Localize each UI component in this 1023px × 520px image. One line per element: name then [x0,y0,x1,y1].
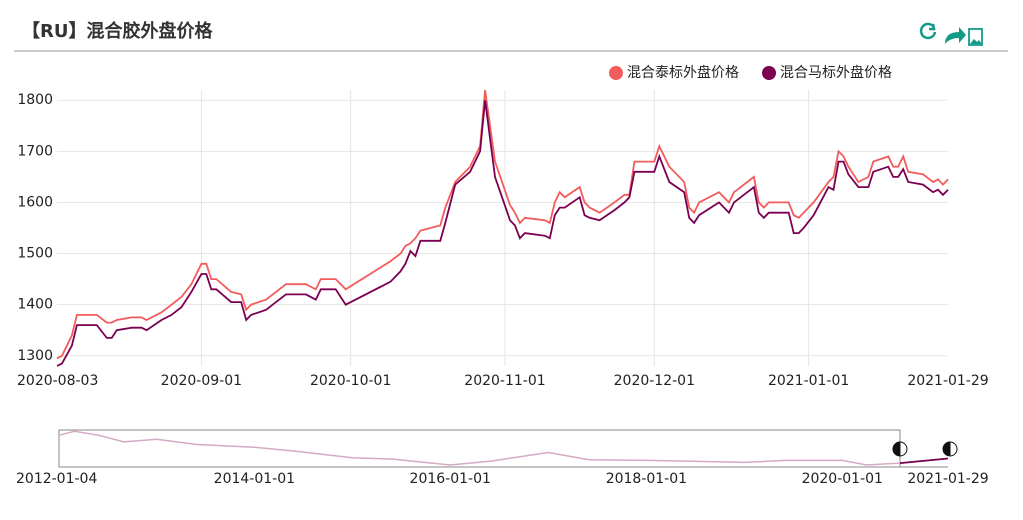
image-icon-mount [970,39,982,44]
navigator-tick-label: 2018-01-01 [606,471,687,487]
x-tick-label: 2020-11-01 [464,373,545,389]
legend-label: 混合马标外盘价格 [780,64,892,81]
share-icon[interactable] [945,27,966,44]
legend-marker [762,66,776,80]
y-tick-label: 1500 [17,246,53,262]
refresh-icon[interactable] [919,22,937,40]
navigator-tick-label: 2020-01-01 [802,471,883,487]
legend-label: 混合泰标外盘价格 [627,64,739,81]
image-icon[interactable] [968,28,983,46]
navigator-tick-label: 2021-01-29 [907,471,988,487]
y-tick-label: 1800 [17,92,53,108]
x-tick-label: 2020-12-01 [614,373,695,389]
x-tick-label: 2020-08-03 [17,373,98,389]
page-title: 【RU】混合胶外盘价格 [22,20,213,42]
x-tick-label: 2020-10-01 [310,373,391,389]
refresh-arrow [929,23,936,31]
series-line [56,89,949,360]
y-tick-label: 1600 [17,194,53,210]
y-tick-label: 1400 [17,297,53,313]
navigator-tick-label: 2012-01-04 [16,471,97,487]
navigator-line [58,430,949,466]
x-tick-label: 2021-01-01 [768,373,849,389]
legend-marker [609,66,623,80]
x-tick-label: 2021-01-29 [907,373,988,389]
navigator-handle-right [899,441,908,457]
navigator-tick-label: 2014-01-01 [214,471,295,487]
y-tick-label: 1300 [17,348,53,364]
toolbar [919,22,983,46]
x-tick-label: 2020-09-01 [161,373,242,389]
series-line [56,100,949,367]
y-tick-label: 1700 [17,143,53,159]
navigator-tick-label: 2016-01-01 [410,471,491,487]
navigator-handle-right [949,441,958,457]
